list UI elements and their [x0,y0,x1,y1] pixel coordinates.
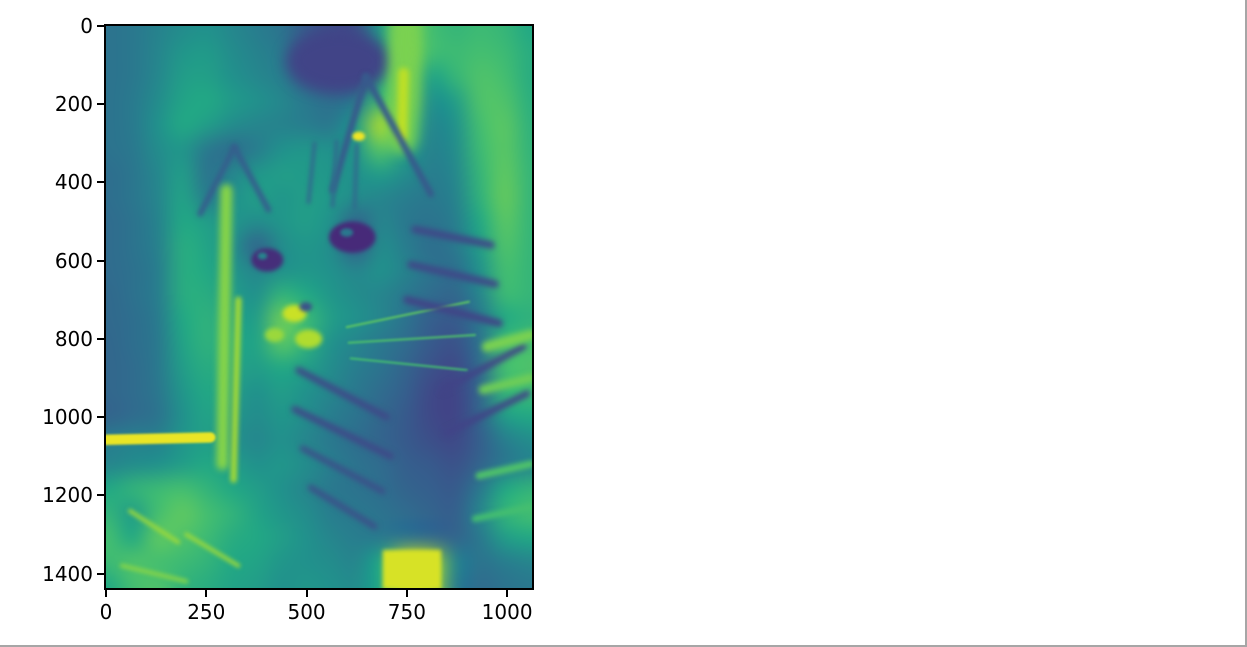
x-tick-label: 0 [99,600,113,624]
x-tick-label: 500 [287,600,326,624]
y-tick-label: 400 [54,170,93,195]
plot-area [104,24,534,590]
matplotlib-figure: 0 250 500 750 1000 0 200 400 600 800 1000 1200 1400 [42,14,534,624]
x-tick-label: 750 [387,600,426,624]
y-tick-label: 1200 [42,483,93,508]
y-tick-label: 0 [80,14,93,38]
y-tick-label: 1000 [42,405,93,430]
x-tick-mark [506,590,509,597]
x-tick-label: 250 [187,600,226,624]
y-tick-label: 200 [54,92,93,117]
y-tick-mark [97,181,104,184]
x-tick-mark [405,590,408,597]
viridis-cat-image [106,26,532,588]
y-tick-label: 1400 [42,561,93,586]
y-tick-mark [97,494,104,497]
y-tick-mark [97,25,104,27]
x-tick-mark [205,590,208,597]
x-tick-label: 1000 [481,600,533,624]
y-tick-mark [97,572,104,575]
y-tick-label: 600 [54,248,93,273]
y-tick-mark [97,103,104,106]
y-tick-label: 800 [54,326,93,351]
x-tick-mark [105,590,107,597]
pane-border-right [1245,0,1247,647]
pane-border-bottom [0,645,1247,647]
y-tick-mark [97,259,104,262]
y-tick-mark [97,337,104,340]
x-tick-mark [305,590,308,597]
y-tick-mark [97,416,104,419]
